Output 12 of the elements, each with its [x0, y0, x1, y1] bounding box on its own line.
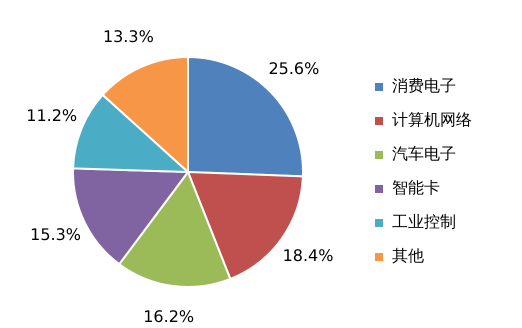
data-label: 11.2% — [26, 106, 78, 126]
data-label: 25.6% — [268, 59, 320, 78]
data-label: 15.3% — [30, 224, 81, 244]
legend-label: 消费电子 — [392, 76, 456, 96]
legend-label: 其他 — [392, 246, 424, 266]
legend-label: 汽车电子 — [392, 144, 456, 164]
data-label: 18.4% — [282, 246, 334, 266]
legend-label: 工业控制 — [392, 212, 456, 232]
data-label: 13.3% — [102, 26, 154, 46]
legend-label: 智能卡 — [392, 178, 440, 198]
data-label: 16.2% — [143, 306, 194, 326]
legend-label: 计算机网络 — [392, 110, 472, 130]
